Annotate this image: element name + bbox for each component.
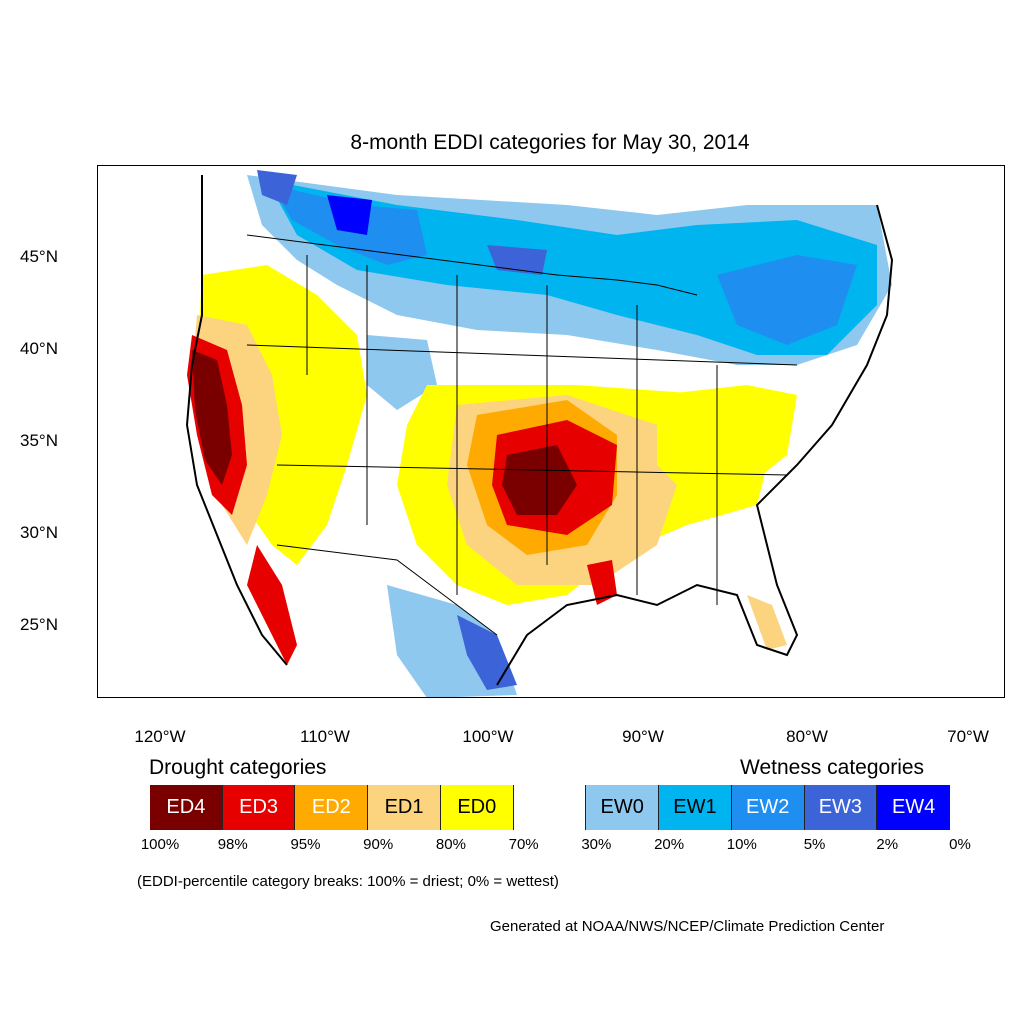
credit-line: Generated at NOAA/NWS/NCEP/Climate Predi… (490, 918, 885, 935)
legend-swatch-neutral (513, 785, 587, 830)
legend-swatch-ed2: ED2 (295, 785, 369, 830)
legend-percentile-label: 90% (363, 836, 394, 853)
coastline (185, 175, 894, 686)
legend-swatch-ew3: EW3 (804, 785, 878, 830)
lon-label-80w: 80°W (786, 727, 828, 746)
lat-label-25: 25°N (20, 615, 58, 634)
legend-percentile-label: 30% (581, 836, 612, 853)
wet-texas-ew2 (457, 615, 517, 690)
legend-percentile-label: 80% (435, 836, 466, 853)
us-canada-border (246, 234, 698, 296)
legend-swatch-ew2: EW2 (731, 785, 805, 830)
legend-note: (EDDI-percentile category breaks: 100% =… (137, 873, 559, 890)
legend-swatch-ed0: ED0 (440, 785, 514, 830)
drought-gulf-ed3 (587, 560, 617, 605)
legend-swatch-ew4: EW4 (877, 785, 950, 830)
lat-label-40: 40°N (20, 339, 58, 358)
lon-label-120w: 120°W (134, 727, 186, 746)
lat-label-45: 45°N (20, 247, 58, 266)
lon-label-90w: 90°W (622, 727, 664, 746)
map-frame (97, 165, 1005, 698)
legend-percentile-label: 10% (726, 836, 757, 853)
legend-percentile-label: 98% (217, 836, 248, 853)
drought-west-ed4 (192, 350, 232, 485)
drought-florida (747, 595, 787, 650)
legend-drought-title: Drought categories (149, 756, 327, 779)
legend-swatch-ed3: ED3 (222, 785, 296, 830)
legend-swatch-ew0: EW0 (586, 785, 660, 830)
legend-swatch-ew1: EW1 (659, 785, 732, 830)
legend-percentile-label: 70% (508, 836, 539, 853)
legend-percentile-label: 95% (290, 836, 321, 853)
legend-percentile-label: 0% (949, 836, 971, 853)
mexico-border (276, 544, 498, 636)
drought-central-ed4 (502, 445, 577, 515)
state-line-h2 (276, 464, 788, 476)
wet-north-ew3 (257, 170, 297, 205)
lon-label-110w: 110°W (300, 727, 350, 746)
wet-north-ew3b (327, 195, 372, 235)
legend-percentile-label: 20% (654, 836, 685, 853)
legend-percentile-label: 2% (876, 836, 899, 853)
legend-wetness-title: Wetness categories (740, 756, 925, 779)
legend-percentile-label: 100% (140, 836, 180, 853)
legend-swatch-ed1: ED1 (368, 785, 441, 830)
drought-east-ed0 (657, 385, 797, 495)
lon-label-70w: 70°W (947, 727, 989, 746)
lat-label-35: 35°N (20, 431, 58, 450)
wet-mid-ew0 (367, 335, 437, 410)
lat-label-30: 30°N (20, 523, 58, 542)
lon-label-100w: 100°W (462, 727, 514, 746)
wet-north-ew2b (717, 255, 857, 345)
map-title: 8-month EDDI categories for May 30, 2014 (350, 131, 750, 154)
state-line-h1 (246, 344, 798, 366)
legend-percentile-label: 5% (803, 836, 826, 853)
legend-swatch-ed4: ED4 (150, 785, 223, 830)
eddi-map (97, 165, 1005, 698)
drought-baja (247, 545, 297, 665)
